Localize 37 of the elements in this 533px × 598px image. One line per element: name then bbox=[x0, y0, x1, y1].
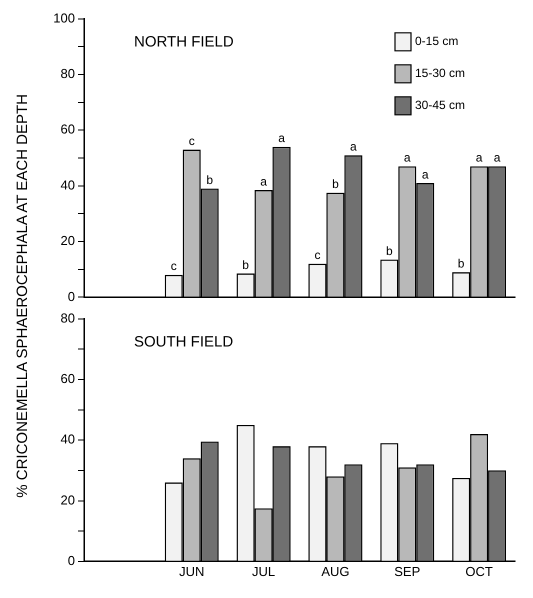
y-tick-label: 80 bbox=[60, 66, 75, 82]
data-label: a bbox=[494, 150, 501, 165]
data-label: c bbox=[314, 248, 320, 262]
x-tick-label: JUL bbox=[252, 564, 276, 579]
text: NORTH FIELD bbox=[134, 33, 234, 50]
legend-label: 30-45 cm bbox=[415, 98, 466, 112]
data-label: a bbox=[278, 131, 286, 146]
y-tick-label: 40 bbox=[60, 432, 75, 447]
y-axis-title: % CRICONEMELLA SPHAEROCEPHALA AT EACH DEPTH bbox=[14, 94, 30, 498]
data-label: c bbox=[170, 259, 177, 274]
data-label: a bbox=[404, 150, 411, 165]
legend-label: 15-30 cm bbox=[415, 66, 466, 80]
x-tick-label: AUG bbox=[321, 564, 350, 579]
y-tick-label: 20 bbox=[60, 233, 75, 248]
x-tick-label: SEP bbox=[394, 564, 420, 579]
y-tick-label: 40 bbox=[60, 177, 75, 192]
x-tick-label: JUN bbox=[179, 564, 204, 579]
y-tick-label: 60 bbox=[60, 371, 75, 386]
y-tick-label: 0 bbox=[68, 288, 75, 304]
y-tick-label: 0 bbox=[68, 552, 75, 568]
y-tick-label: 100 bbox=[53, 10, 75, 26]
data-label: a bbox=[476, 150, 483, 165]
y-tick-label: 80 bbox=[60, 310, 75, 326]
data-label: a bbox=[350, 140, 358, 154]
legend-label: 0-15 cm bbox=[415, 34, 458, 48]
data-label: c bbox=[188, 134, 195, 148]
data-label: b bbox=[386, 244, 393, 258]
y-tick-label: 60 bbox=[60, 122, 75, 137]
y-tick-label: 20 bbox=[60, 492, 75, 508]
data-label: a bbox=[260, 174, 268, 188]
data-label: a bbox=[422, 167, 429, 182]
data-label: b bbox=[206, 172, 214, 187]
data-label: b bbox=[458, 256, 465, 270]
x-tick-label: OCT bbox=[465, 564, 493, 579]
data-label: b bbox=[332, 177, 340, 192]
text: SOUTH FIELD bbox=[134, 333, 234, 350]
data-label: b bbox=[242, 258, 250, 272]
